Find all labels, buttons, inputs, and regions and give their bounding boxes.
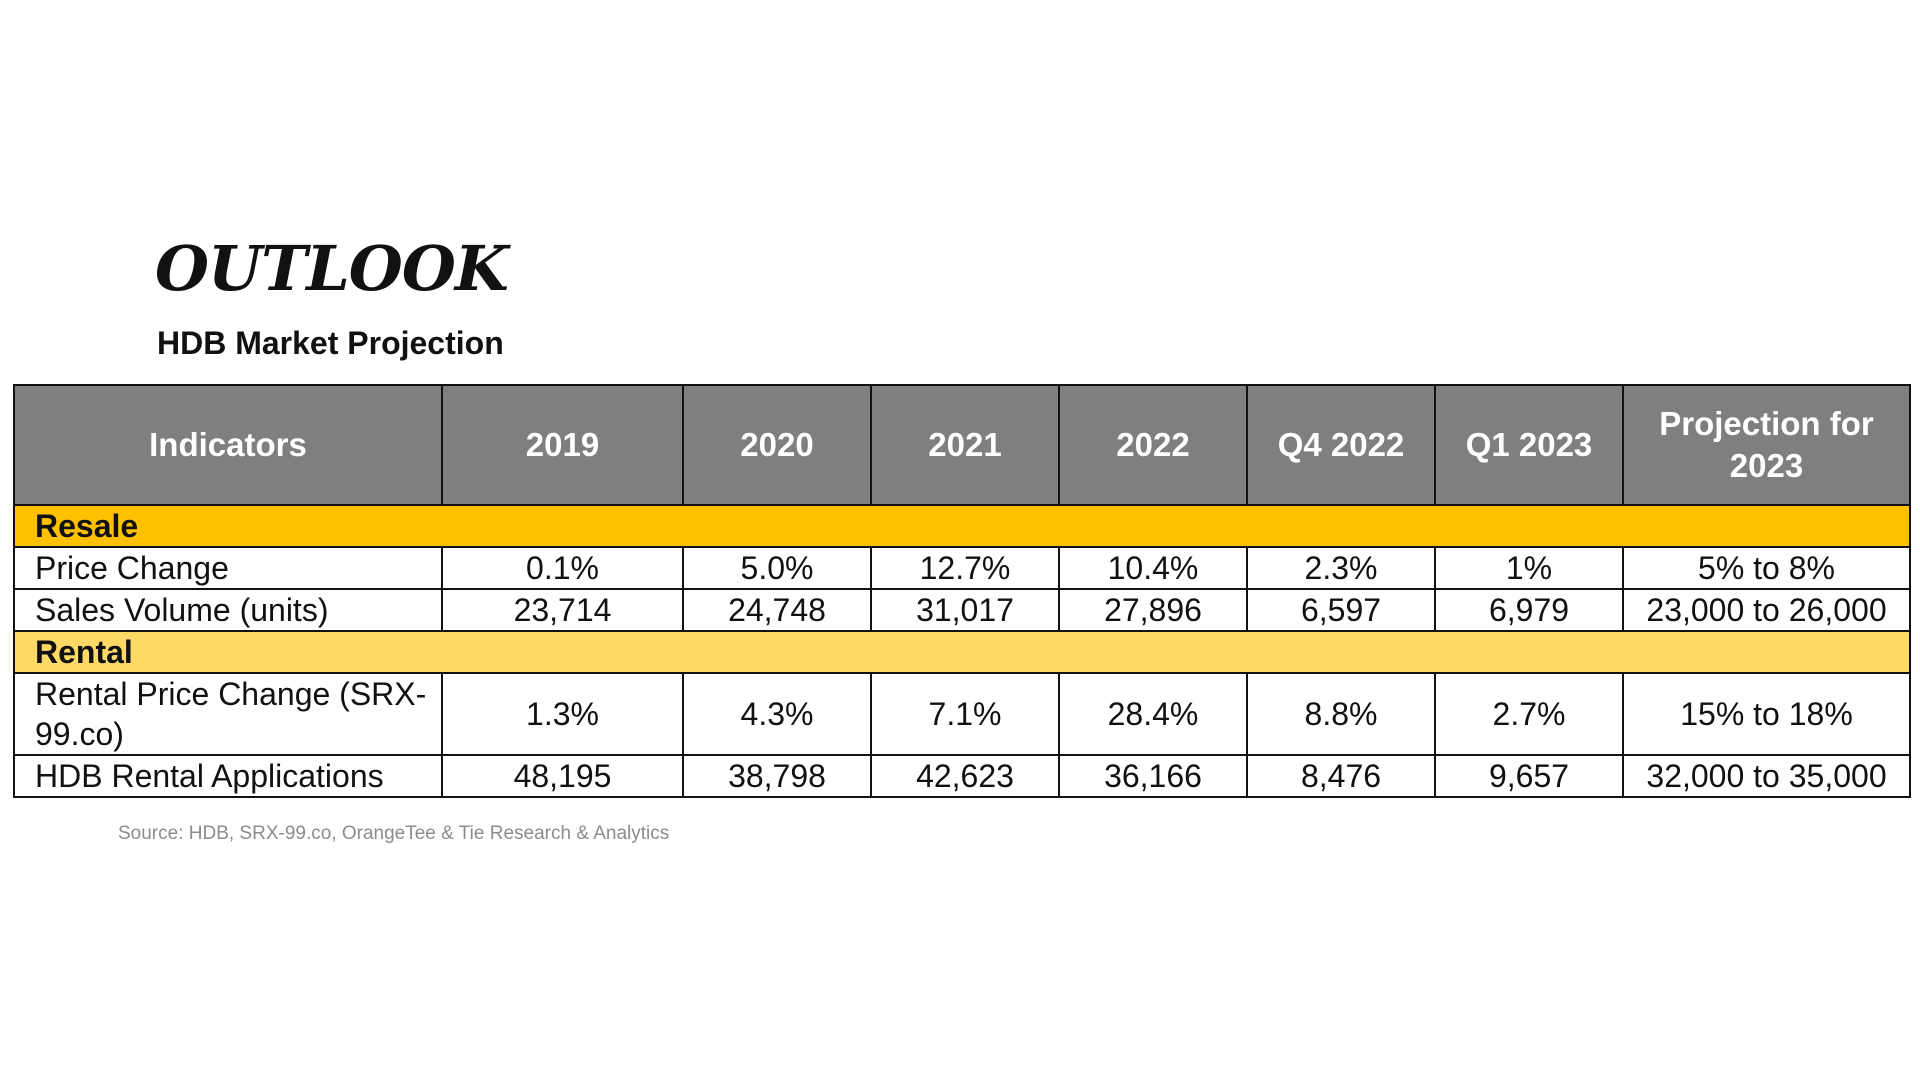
source-note: Source: HDB, SRX-99.co, OrangeTee & Tie … [118, 823, 670, 844]
section-label-rental: Rental [13, 630, 1911, 674]
value-cell: 5% to 8% [1622, 546, 1911, 590]
table-row: Price Change 0.1% 5.0% 12.7% 10.4% 2.3% … [13, 546, 1911, 590]
section-label-resale: Resale [13, 504, 1911, 548]
value-cell: 38,798 [682, 754, 872, 798]
value-cell: 12.7% [870, 546, 1060, 590]
table-row: Sales Volume (units) 23,714 24,748 31,01… [13, 588, 1911, 632]
value-cell: 2.3% [1246, 546, 1436, 590]
header-2022: 2022 [1058, 384, 1248, 506]
table-subtitle: HDB Market Projection [157, 325, 504, 361]
value-cell: 7.1% [870, 672, 1060, 756]
value-cell: 0.1% [441, 546, 684, 590]
value-cell: 32,000 to 35,000 [1622, 754, 1911, 798]
value-cell: 8.8% [1246, 672, 1436, 756]
header-row: Indicators 2019 2020 2021 2022 Q4 2022 Q… [13, 384, 1911, 506]
section-row-resale: Resale [13, 504, 1911, 548]
outlook-title: OUTLOOK [155, 232, 509, 305]
indicator-cell: Rental Price Change (SRX-99.co) [13, 672, 443, 756]
value-cell: 27,896 [1058, 588, 1248, 632]
header-2019: 2019 [441, 384, 684, 506]
value-cell: 1.3% [441, 672, 684, 756]
value-cell: 4.3% [682, 672, 872, 756]
table-row: Rental Price Change (SRX-99.co) 1.3% 4.3… [13, 672, 1911, 756]
value-cell: 1% [1434, 546, 1624, 590]
header-projection-2023: Projection for 2023 [1622, 384, 1911, 506]
value-cell: 15% to 18% [1622, 672, 1911, 756]
header-2020: 2020 [682, 384, 872, 506]
value-cell: 9,657 [1434, 754, 1624, 798]
value-cell: 8,476 [1246, 754, 1436, 798]
value-cell: 23,000 to 26,000 [1622, 588, 1911, 632]
value-cell: 36,166 [1058, 754, 1248, 798]
value-cell: 31,017 [870, 588, 1060, 632]
header-q4-2022: Q4 2022 [1246, 384, 1436, 506]
value-cell: 2.7% [1434, 672, 1624, 756]
indicator-cell: HDB Rental Applications [13, 754, 443, 798]
indicator-cell: Sales Volume (units) [13, 588, 443, 632]
value-cell: 10.4% [1058, 546, 1248, 590]
indicator-cell: Price Change [13, 546, 443, 590]
hdb-projection-table: Indicators 2019 2020 2021 2022 Q4 2022 Q… [13, 384, 1911, 798]
value-cell: 6,979 [1434, 588, 1624, 632]
section-row-rental: Rental [13, 630, 1911, 674]
value-cell: 23,714 [441, 588, 684, 632]
value-cell: 42,623 [870, 754, 1060, 798]
header-indicators: Indicators [13, 384, 443, 506]
table-row: HDB Rental Applications 48,195 38,798 42… [13, 754, 1911, 798]
value-cell: 24,748 [682, 588, 872, 632]
value-cell: 28.4% [1058, 672, 1248, 756]
value-cell: 5.0% [682, 546, 872, 590]
value-cell: 48,195 [441, 754, 684, 798]
header-2021: 2021 [870, 384, 1060, 506]
value-cell: 6,597 [1246, 588, 1436, 632]
header-q1-2023: Q1 2023 [1434, 384, 1624, 506]
